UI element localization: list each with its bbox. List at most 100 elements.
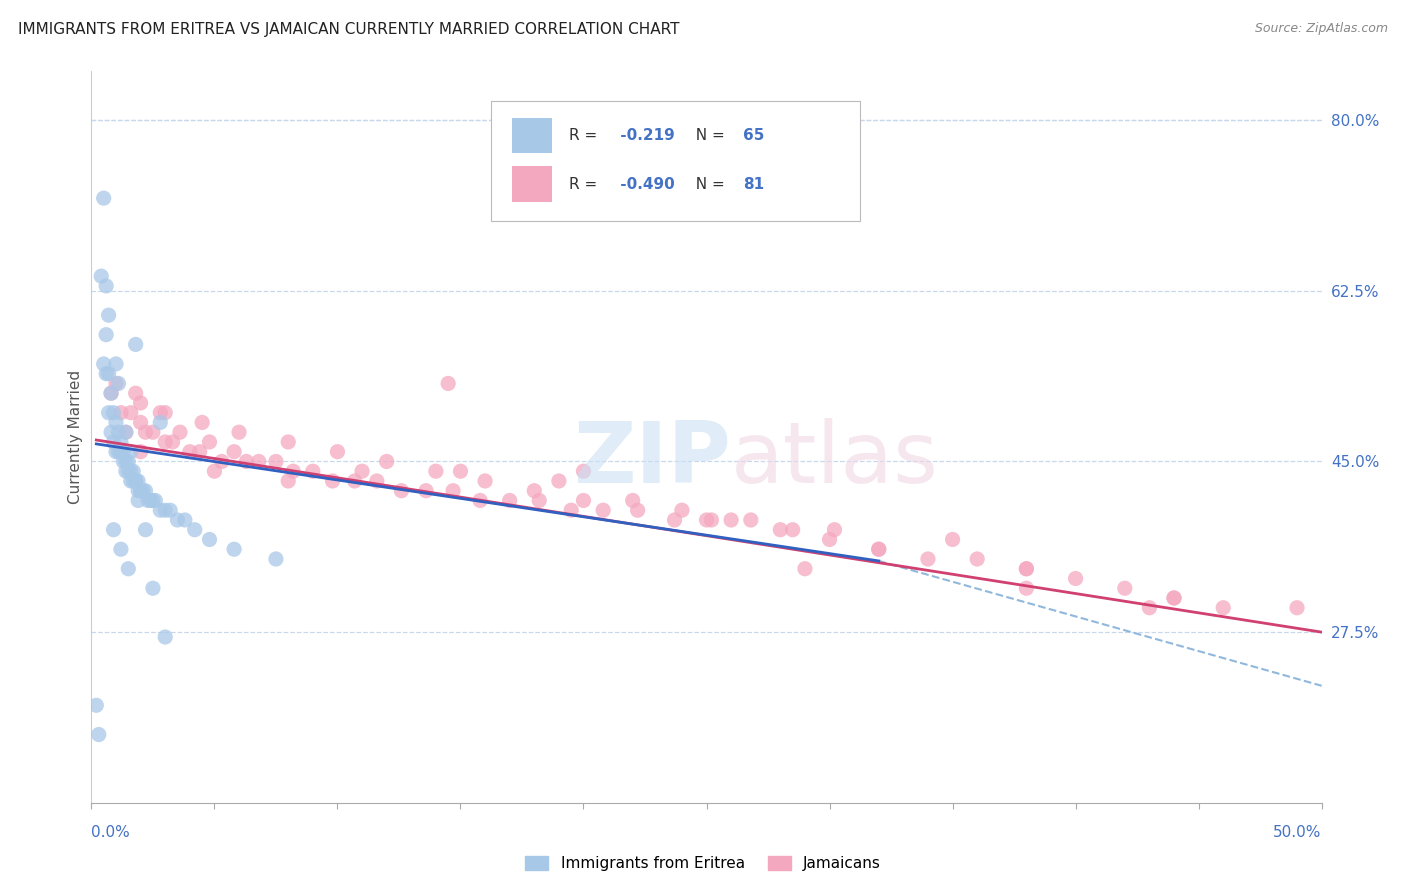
- Point: [941, 533, 963, 547]
- Point: [264, 454, 287, 468]
- Point: [740, 513, 762, 527]
- Point: [277, 434, 299, 449]
- Point: [671, 503, 693, 517]
- Point: [112, 444, 135, 458]
- Text: atlas: atlas: [731, 417, 939, 500]
- Point: [1212, 600, 1234, 615]
- Text: R =: R =: [568, 128, 602, 144]
- Text: Source: ZipAtlas.com: Source: ZipAtlas.com: [1254, 22, 1388, 36]
- Point: [153, 406, 177, 420]
- Point: [129, 396, 152, 410]
- Point: [122, 474, 145, 488]
- Point: [103, 523, 125, 537]
- Point: [110, 444, 132, 458]
- Point: [105, 416, 127, 430]
- Point: [1064, 572, 1087, 586]
- Point: [572, 493, 595, 508]
- Point: [127, 474, 149, 488]
- Point: [100, 386, 122, 401]
- Point: [120, 444, 142, 458]
- Point: [468, 493, 492, 508]
- Point: [110, 542, 132, 557]
- Point: [90, 269, 112, 284]
- Point: [375, 454, 398, 468]
- Point: [124, 474, 146, 488]
- Text: 0.0%: 0.0%: [91, 825, 131, 840]
- Point: [86, 698, 108, 713]
- Point: [162, 434, 184, 449]
- Point: [110, 434, 132, 449]
- Point: [145, 493, 166, 508]
- Point: [1015, 581, 1038, 595]
- Point: [1139, 600, 1161, 615]
- Point: [1163, 591, 1185, 605]
- Point: [107, 376, 129, 391]
- Point: [135, 425, 156, 440]
- Point: [105, 376, 127, 391]
- Point: [437, 376, 460, 391]
- Point: [114, 425, 138, 440]
- Point: [149, 503, 172, 517]
- FancyBboxPatch shape: [512, 167, 551, 202]
- Point: [321, 474, 343, 488]
- Point: [191, 416, 214, 430]
- Point: [966, 552, 988, 566]
- Point: [97, 308, 120, 322]
- Point: [247, 454, 270, 468]
- Point: [326, 444, 349, 458]
- Point: [107, 444, 129, 458]
- FancyBboxPatch shape: [512, 118, 551, 153]
- Point: [149, 406, 172, 420]
- Point: [198, 434, 221, 449]
- Point: [96, 279, 117, 293]
- Point: [87, 727, 110, 741]
- Point: [782, 523, 804, 537]
- Point: [498, 493, 520, 508]
- Point: [352, 464, 374, 478]
- Text: IMMIGRANTS FROM ERITREA VS JAMAICAN CURRENTLY MARRIED CORRELATION CHART: IMMIGRANTS FROM ERITREA VS JAMAICAN CURR…: [18, 22, 679, 37]
- Point: [415, 483, 437, 498]
- Point: [166, 513, 188, 527]
- Text: -0.219: -0.219: [616, 128, 675, 144]
- Point: [97, 367, 120, 381]
- Point: [103, 434, 125, 449]
- Point: [153, 630, 177, 644]
- FancyBboxPatch shape: [491, 101, 860, 221]
- Point: [264, 552, 287, 566]
- Point: [198, 533, 221, 547]
- Point: [169, 425, 191, 440]
- Point: [769, 523, 792, 537]
- Text: N =: N =: [686, 128, 730, 144]
- Point: [560, 503, 582, 517]
- Point: [1015, 562, 1038, 576]
- Point: [823, 523, 845, 537]
- Point: [107, 425, 129, 440]
- Point: [441, 483, 464, 498]
- Point: [124, 337, 146, 351]
- Text: R =: R =: [568, 177, 602, 192]
- Point: [127, 493, 149, 508]
- Point: [114, 425, 138, 440]
- Point: [100, 386, 122, 401]
- Point: [112, 454, 135, 468]
- Point: [1015, 562, 1038, 576]
- Point: [114, 454, 138, 468]
- Point: [793, 562, 815, 576]
- Text: ZIP: ZIP: [574, 417, 731, 500]
- Point: [96, 327, 117, 342]
- Point: [174, 513, 197, 527]
- Point: [343, 474, 366, 488]
- Point: [129, 483, 152, 498]
- Point: [366, 474, 388, 488]
- Point: [235, 454, 257, 468]
- Point: [202, 464, 225, 478]
- Point: [183, 523, 207, 537]
- Point: [124, 474, 146, 488]
- Point: [129, 444, 152, 458]
- Point: [527, 493, 550, 508]
- Point: [572, 464, 595, 478]
- Point: [103, 406, 125, 420]
- Point: [132, 483, 155, 498]
- Point: [153, 503, 177, 517]
- Point: [664, 513, 686, 527]
